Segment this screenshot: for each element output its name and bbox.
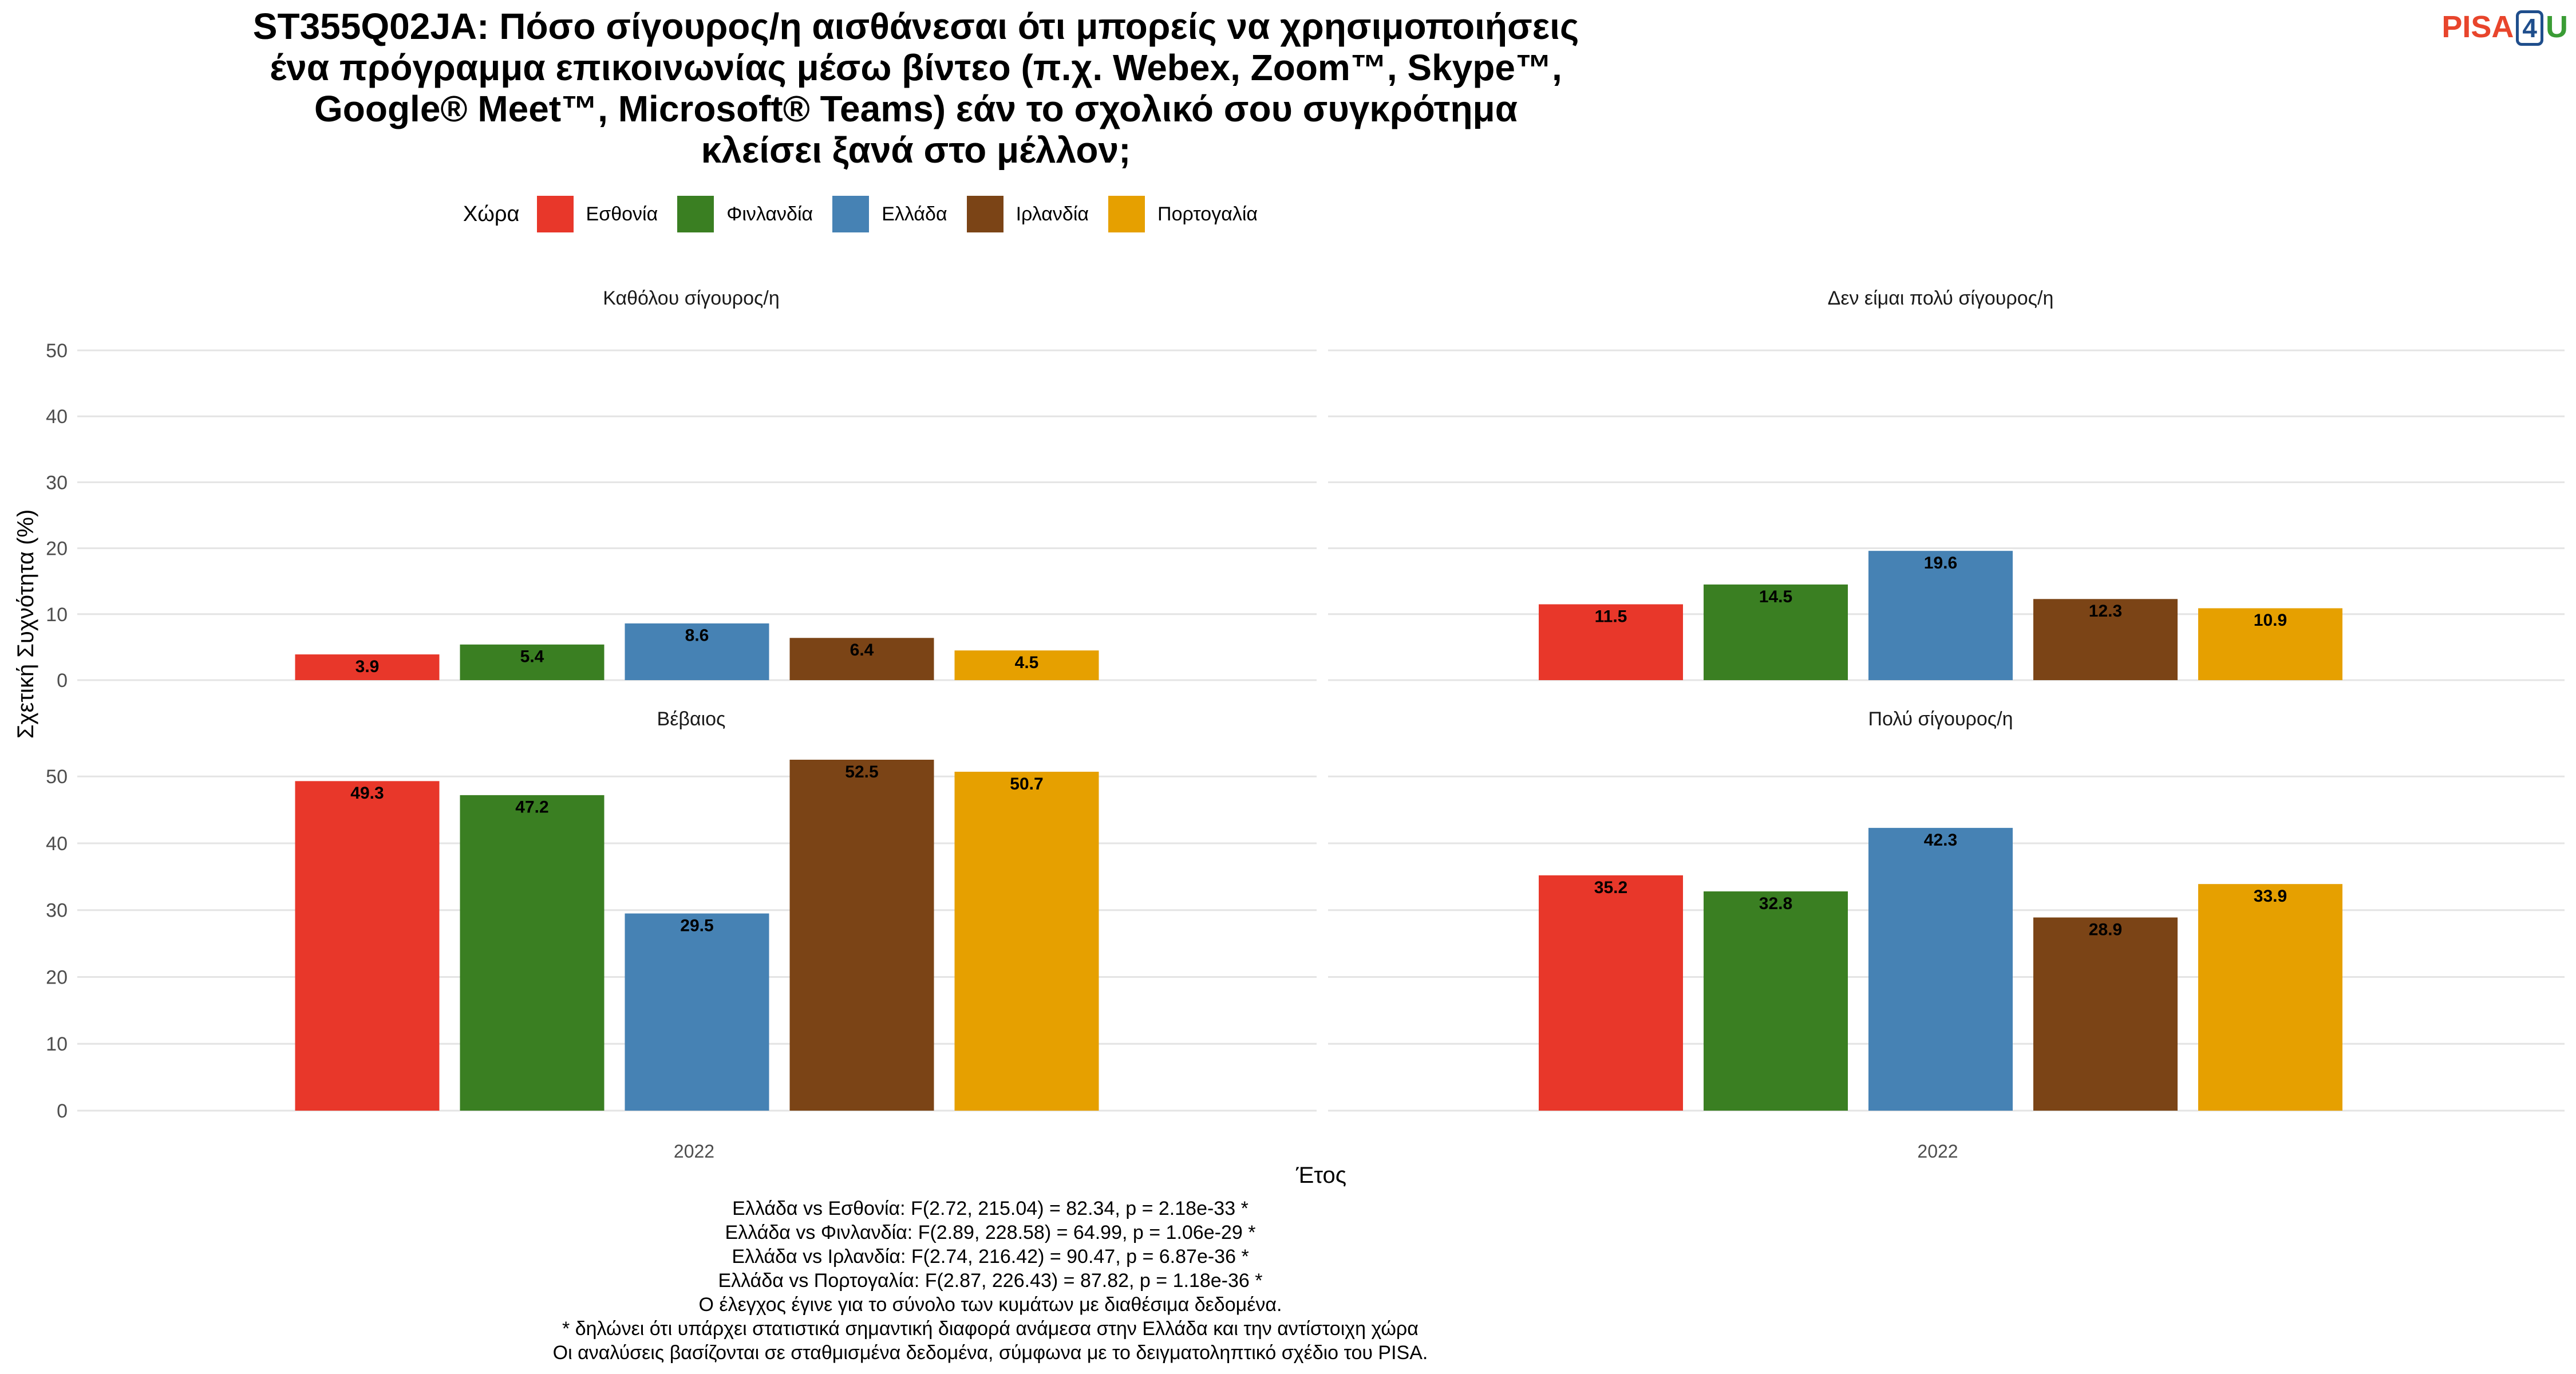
data-label: 11.5	[1595, 607, 1627, 626]
data-label: 35.2	[1594, 878, 1627, 897]
title-line: ένα πρόγραμμα επικοινωνίας μέσω βίντεο (…	[270, 47, 1562, 88]
legend-label: Πορτογαλία	[1157, 203, 1258, 225]
y-tick-label: 0	[57, 670, 68, 692]
data-label: 3.9	[355, 657, 380, 676]
chart-title: ST355Q02JA: Πόσο σίγουρος/η αισθάνεσαι ό…	[0, 6, 1832, 171]
bar	[1539, 604, 1683, 680]
footnote-line: Ελλάδα vs Πορτογαλία: F(2.87, 226.43) = …	[718, 1270, 1263, 1292]
bar	[1868, 551, 2013, 680]
legend-item: Πορτογαλία	[1108, 196, 1258, 232]
facet-title: Καθόλου σίγουρος/η	[603, 287, 780, 309]
y-tick-label: 40	[46, 406, 68, 428]
x-tick-label: 2022	[1917, 1141, 1958, 1162]
data-label: 47.2	[515, 798, 548, 817]
legend-swatch	[1108, 196, 1145, 232]
footnote-line: Οι αναλύσεις βασίζονται σε σταθμισμένα δ…	[552, 1342, 1428, 1364]
footnote-line: * δηλώνει ότι υπάρχει στατιστικά σημαντι…	[562, 1318, 1419, 1340]
y-tick-label: 30	[46, 900, 68, 922]
y-tick-label: 50	[46, 340, 68, 362]
legend-item: Εσθονία	[536, 196, 658, 232]
legend-swatch	[966, 196, 1003, 232]
title-line: ST355Q02JA: Πόσο σίγουρος/η αισθάνεσαι ό…	[252, 6, 1579, 47]
x-axis-label: Έτος	[1295, 1163, 1346, 1188]
legend-item: Φινλανδία	[677, 196, 813, 232]
legend-label: Εσθονία	[586, 203, 658, 225]
data-label: 6.4	[850, 641, 874, 660]
bar	[1704, 584, 1848, 680]
footnotes: Ελλάδα vs Εσθονία: F(2.72, 215.04) = 82.…	[0, 1197, 1981, 1365]
bar	[2033, 599, 2178, 680]
data-label: 8.6	[685, 626, 709, 645]
facet-title: Βέβαιος	[657, 708, 726, 730]
legend-swatch	[677, 196, 714, 232]
bar	[295, 654, 440, 680]
legend-label: Φινλανδία	[726, 203, 813, 225]
data-label: 50.7	[1010, 775, 1043, 793]
legend-swatch	[832, 196, 870, 232]
bar	[2033, 917, 2178, 1111]
facet-title: Δεν είμαι πολύ σίγουρος/η	[1828, 287, 2054, 309]
y-tick-label: 40	[46, 833, 68, 855]
bar	[954, 650, 1099, 680]
legend-title: Χώρα	[463, 202, 520, 226]
legend: Χώρα Εσθονία Φινλανδία Ελλάδα Ιρλανδία Π…	[0, 196, 1740, 232]
footnote-line: Ελλάδα vs Εσθονία: F(2.72, 215.04) = 82.…	[732, 1198, 1249, 1219]
legend-item: Ελλάδα	[832, 196, 947, 232]
bar	[954, 772, 1099, 1111]
data-label: 32.8	[1759, 894, 1792, 913]
legend-swatch	[536, 196, 574, 232]
data-label: 42.3	[1924, 831, 1957, 850]
data-label: 33.9	[2254, 887, 2287, 906]
bar	[789, 760, 934, 1111]
bar	[1539, 875, 1683, 1111]
data-label: 49.3	[350, 784, 384, 803]
bar	[625, 913, 769, 1111]
y-tick-label: 10	[46, 1033, 68, 1055]
y-tick-label: 0	[57, 1100, 68, 1122]
pisa4u-logo: PISA 4 U	[2441, 9, 2568, 46]
bar	[2198, 884, 2342, 1111]
y-tick-label: 30	[46, 472, 68, 493]
logo-u-text: U	[2546, 10, 2568, 44]
y-tick-label: 50	[46, 766, 68, 788]
legend-item: Ιρλανδία	[966, 196, 1089, 232]
footnote-line: Ο έλεγχος έγινε για το σύνολο των κυμάτω…	[698, 1294, 1282, 1316]
footnote-line: Ελλάδα vs Φινλανδία: F(2.89, 228.58) = 6…	[725, 1222, 1256, 1243]
bar	[2198, 608, 2342, 680]
data-label: 5.4	[520, 647, 544, 666]
bar	[789, 638, 934, 680]
title-line: Google® Meet™, Microsoft® Teams) εάν το …	[314, 88, 1518, 129]
y-tick-label: 10	[46, 604, 68, 626]
bar	[1868, 828, 2013, 1111]
data-label: 4.5	[1015, 653, 1039, 672]
data-label: 29.5	[680, 916, 713, 935]
legend-label: Ελλάδα	[882, 203, 947, 225]
title-line: κλείσει ξανά στο μέλλον;	[701, 129, 1131, 171]
data-label: 28.9	[2089, 920, 2122, 939]
data-label: 19.6	[1924, 554, 1957, 572]
logo-pisa-text: PISA	[2441, 10, 2514, 44]
data-label: 10.9	[2254, 611, 2287, 630]
data-label: 52.5	[845, 763, 878, 781]
footnote-line: Ελλάδα vs Ιρλανδία: F(2.74, 216.42) = 90…	[732, 1246, 1249, 1268]
x-tick-label: 2022	[674, 1141, 714, 1162]
bar	[295, 781, 440, 1111]
legend-label: Ιρλανδία	[1016, 203, 1089, 225]
faceted-bar-chart: 0 10 20 30 40 50 0 10 20 30 40 50 Καθόλου σίγουρος/η…	[13, 287, 2565, 1188]
bar	[460, 644, 605, 680]
bar	[625, 623, 769, 680]
logo-four-text: 4	[2516, 10, 2543, 46]
y-tick-label: 20	[46, 538, 68, 560]
data-label: 12.3	[2089, 602, 2122, 621]
facet-title: Πολύ σίγουρος/η	[1868, 708, 2013, 730]
bar	[1704, 891, 1848, 1111]
y-tick-label: 20	[46, 966, 68, 988]
y-axis-label: Σχετική Συχνότητα (%)	[13, 510, 38, 739]
data-label: 14.5	[1759, 587, 1792, 606]
bar	[460, 795, 605, 1111]
